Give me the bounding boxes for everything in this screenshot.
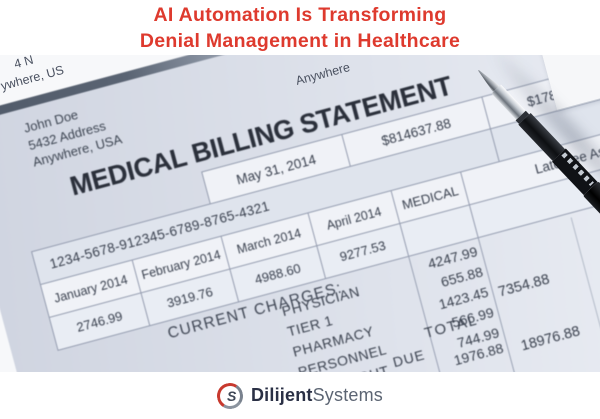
brand-name-light: Systems [312,385,384,405]
total-value: 18976.88 [519,323,582,355]
column-rule [570,217,600,372]
footer-brand-bar: S DilijentSystems [0,372,600,419]
billing-statement-photo: John Doe 5432 Address Anywhere, USA MEDI… [0,55,600,372]
brand-name: DilijentSystems [251,385,383,406]
header-banner: AI Automation Is Transforming Denial Man… [0,0,600,55]
background-sheet-text-fragment: 4 N [12,55,35,72]
subtotal-value: 7354.88 [496,271,552,301]
page-title-line-1: AI Automation Is Transforming [153,3,447,26]
dilijent-systems-logo-icon: S [214,380,246,411]
background-sheet-text-fragment: ywhere, US [0,62,66,94]
due-label-fragment: DUE [391,346,427,371]
logo-monogram: S [226,387,237,404]
brand-name-bold: Dilijent [250,385,313,405]
page-title-line-2: Denial Management in Healthcare [139,29,461,52]
